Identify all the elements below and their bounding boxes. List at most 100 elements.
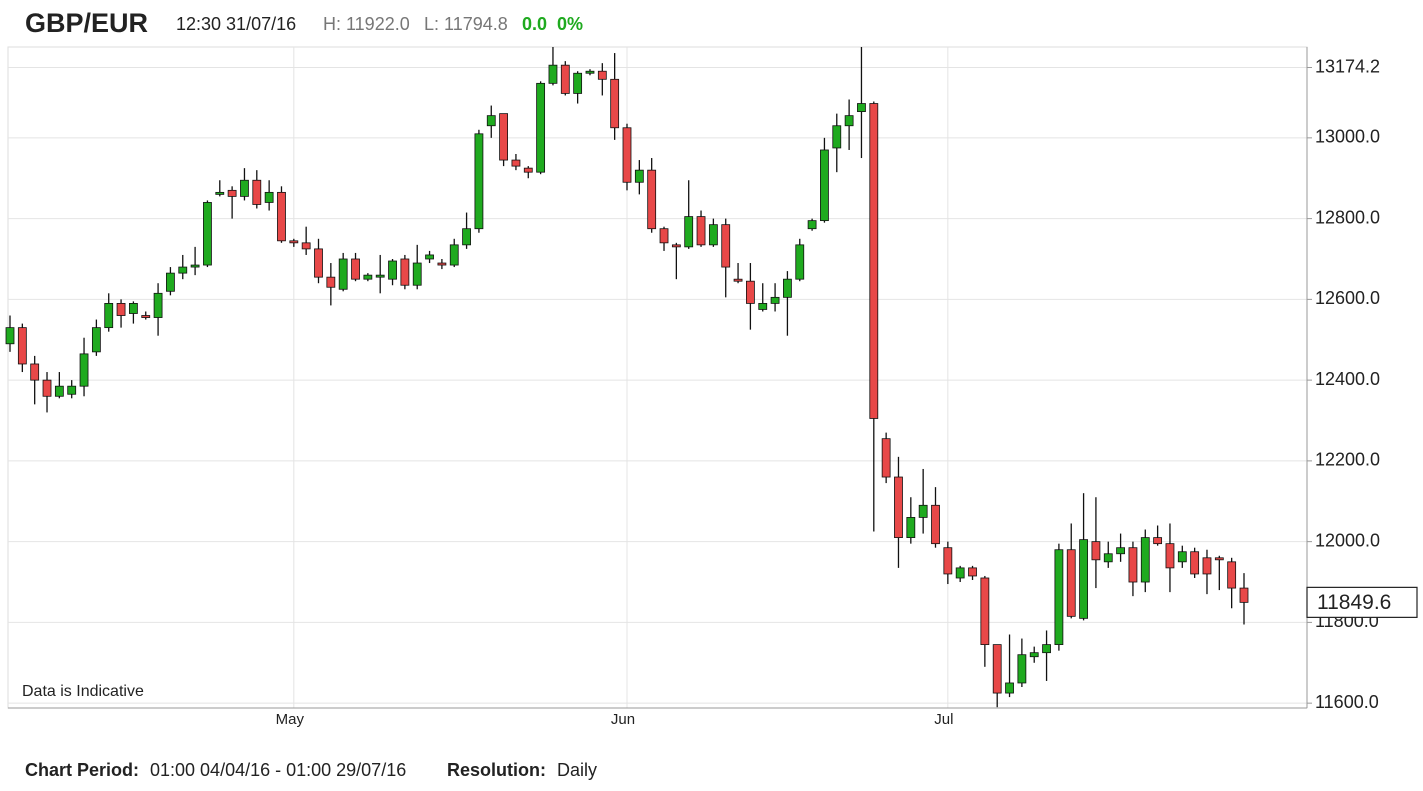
candle-body [684,216,694,248]
candle-body [116,303,126,316]
candle-body [573,72,583,94]
header-high: H: 11922.0 [323,14,410,34]
candle-body [91,327,101,353]
candle-body [647,169,657,230]
candle-body [1165,543,1175,569]
candle-body [79,353,89,387]
candle-body [1103,553,1113,563]
candle-body [388,260,397,280]
candle-body [104,303,114,329]
candle-body [943,547,953,575]
footer-period-label: Chart Period: [25,760,139,780]
candle-body [1005,682,1014,694]
x-tick-label: May [276,711,305,728]
candle-body [746,280,755,304]
candle-body [326,276,336,288]
y-tick-label: 13174.2 [1315,56,1380,76]
candle-body [412,262,422,286]
candle-body [375,274,385,278]
y-tick-label: 12600.0 [1315,288,1380,308]
candle-body [314,248,323,278]
candle-body [548,64,558,84]
candle-body [264,191,274,203]
candle-body [1214,557,1224,561]
candle-body [955,567,965,579]
candle-body [523,167,533,173]
candle-body [5,327,15,345]
candle-body [721,224,731,268]
y-tick-label: 12400.0 [1315,369,1380,389]
candle-body [1054,549,1064,646]
candle-body [338,258,348,290]
candle-body [894,476,903,539]
candle-body [1029,652,1039,658]
candle-body [1177,551,1187,563]
footer-resolution-label: Resolution: [447,760,546,780]
candle-body [227,189,237,197]
header-time: 12:30 31/07/16 [176,14,296,34]
chart-title: GBP/EUR [25,8,148,38]
candle-body [1190,551,1200,575]
candle-body [141,315,151,318]
candle-body [449,244,459,266]
candle-body [203,202,212,266]
candle-body [425,254,434,260]
candle-body [671,244,681,248]
candle-body [252,179,262,205]
candle-body [758,303,768,310]
candle-body [301,242,311,250]
candle-body [1202,557,1212,575]
candle-body [634,169,644,183]
candle-body [30,363,40,381]
candle-body [1116,547,1125,555]
candle-body [400,258,410,286]
candle-body [511,159,521,167]
candle-body [844,115,854,127]
candle-body [881,438,891,478]
candle-body [708,224,718,246]
y-tick-label: 12200.0 [1315,450,1380,470]
last-price-label: 11849.6 [1317,591,1391,614]
candle-body [622,127,632,183]
candle-body [17,327,27,365]
candle-body [437,262,447,266]
header-low: L: 11794.8 [424,14,508,34]
candle-body [363,274,373,280]
candle-body [560,64,570,94]
header-change: 0.0 [522,14,547,34]
y-tick-label: 12000.0 [1315,530,1380,550]
candle-body [906,517,916,539]
candle-body [820,149,829,222]
x-tick-label: Jun [611,711,635,728]
candle-body [585,70,595,74]
candle-body [610,78,620,129]
candle-body [462,228,471,246]
candle-body [1042,644,1051,654]
candle-body [289,240,299,244]
y-tick-label: 13000.0 [1315,127,1380,147]
candle-body [1239,587,1249,603]
candle-body [968,567,977,577]
candle-body [807,220,817,230]
candle-body [536,82,546,173]
candle-body [215,191,225,195]
candle-body [1153,537,1163,545]
footer-resolution: Daily [557,760,597,780]
plot-frame [7,46,1308,709]
candle-body [733,278,743,282]
candle-body [153,292,163,318]
footer-period: 01:00 04/04/16 - 01:00 29/07/16 [150,760,406,780]
candle-body [1066,549,1076,617]
candle-body [499,113,509,161]
candle-body [1079,539,1088,619]
candle-body [351,258,360,280]
candle-body [277,191,286,242]
candle-body [832,125,842,149]
candle-body [659,228,669,244]
candle-body [128,303,138,314]
candle-body [486,115,496,127]
candle-body [783,278,792,298]
candle-body [931,504,940,545]
candle-body [1227,561,1237,589]
candle-body [67,385,77,395]
